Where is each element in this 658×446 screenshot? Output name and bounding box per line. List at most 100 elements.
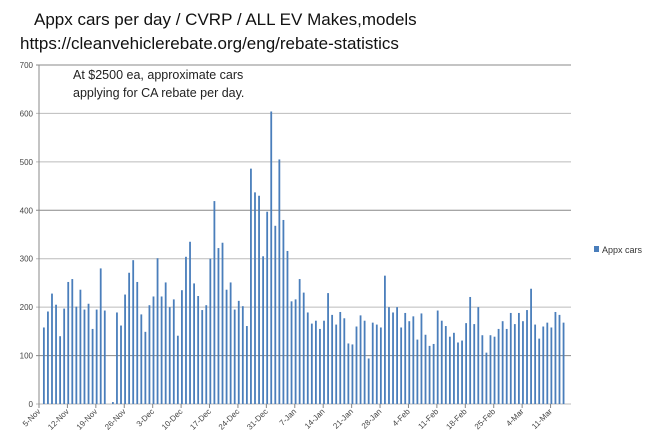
x-tick-label: 5-Nov <box>21 407 42 428</box>
x-tick-label: 25-Feb <box>473 407 498 432</box>
bar <box>120 325 122 404</box>
bar <box>176 335 179 404</box>
bar <box>266 211 269 404</box>
x-tick-label: 28-Jan <box>360 407 384 431</box>
x-tick-label: 21-Jan <box>331 407 355 431</box>
bar <box>290 301 293 404</box>
bar <box>132 260 135 404</box>
bar <box>546 322 549 404</box>
bar <box>379 327 382 404</box>
bar <box>522 321 524 404</box>
bar <box>168 307 171 404</box>
bar <box>99 268 102 404</box>
bar <box>538 338 541 404</box>
bar <box>79 289 82 404</box>
bar <box>465 323 468 404</box>
bar <box>298 279 301 404</box>
x-tick-label: 3-Dec <box>135 407 156 428</box>
bar <box>517 312 520 404</box>
bar <box>282 219 285 404</box>
bar <box>87 303 90 404</box>
bar <box>493 336 496 404</box>
bar <box>217 248 220 404</box>
bar <box>432 343 435 404</box>
bar <box>63 308 66 404</box>
bar <box>262 256 265 404</box>
bar <box>67 281 70 404</box>
chart-title-line1: Appx cars per day / CVRP / ALL EV Makes,… <box>34 10 417 29</box>
bar <box>392 312 394 404</box>
x-tick-label: 12-Nov <box>46 407 71 432</box>
bar <box>258 195 260 404</box>
bar <box>428 345 431 404</box>
bar <box>408 321 411 404</box>
bar <box>477 307 480 404</box>
bar <box>172 299 175 404</box>
bar <box>335 324 338 404</box>
annotation-line2: applying for CA rebate per day. <box>73 86 244 100</box>
legend-swatch <box>594 246 599 252</box>
y-tick-label: 300 <box>20 255 34 264</box>
bar <box>189 241 191 404</box>
bar <box>319 328 321 404</box>
bar <box>444 326 447 404</box>
bar <box>505 328 508 404</box>
bar <box>233 309 236 404</box>
bar <box>497 328 500 404</box>
y-tick-label: 600 <box>20 109 34 118</box>
bar <box>209 258 212 404</box>
bar <box>237 300 240 404</box>
x-tick-label: 7-Jan <box>278 407 299 428</box>
bar <box>327 293 329 404</box>
bar <box>554 311 557 404</box>
bar <box>440 320 443 404</box>
bar <box>47 311 49 404</box>
bar <box>205 305 208 404</box>
bar <box>278 159 281 404</box>
bar <box>314 320 317 404</box>
bar <box>530 288 532 404</box>
bar <box>160 296 163 404</box>
bar <box>400 327 403 404</box>
x-tick-label: 24-Dec <box>217 407 242 432</box>
bar <box>509 312 512 404</box>
legend: Appx cars <box>594 245 643 255</box>
bar <box>371 322 374 404</box>
bar <box>436 310 439 404</box>
bar <box>457 342 459 404</box>
x-tick-label: 11-Feb <box>416 407 440 431</box>
bar <box>388 307 390 404</box>
bar <box>323 320 325 404</box>
bar <box>116 312 118 404</box>
bar <box>355 326 358 404</box>
bar <box>302 292 305 404</box>
x-tick-label: 18-Feb <box>444 407 469 432</box>
bar <box>140 314 143 404</box>
bar <box>306 312 309 404</box>
bar <box>501 321 504 404</box>
bar <box>241 306 244 404</box>
bar <box>534 324 537 404</box>
x-tick-label: 14-Jan <box>303 407 327 431</box>
bar <box>229 282 232 404</box>
bar <box>339 311 342 404</box>
bar <box>294 299 297 404</box>
bar <box>75 306 78 404</box>
bar <box>59 336 62 404</box>
bar <box>453 332 455 404</box>
bar <box>193 283 195 404</box>
bar <box>286 250 289 404</box>
bar <box>469 296 472 404</box>
bar <box>542 326 545 404</box>
bar <box>254 192 256 404</box>
bar <box>404 312 407 404</box>
bar <box>201 310 204 404</box>
bar <box>367 358 370 404</box>
bar <box>513 324 516 404</box>
bar <box>156 258 159 404</box>
bar <box>103 310 106 404</box>
y-tick-label: 400 <box>20 206 34 215</box>
y-tick-label: 0 <box>29 400 34 409</box>
x-tick-label: 11-Mar <box>530 407 554 431</box>
bar <box>343 318 346 404</box>
